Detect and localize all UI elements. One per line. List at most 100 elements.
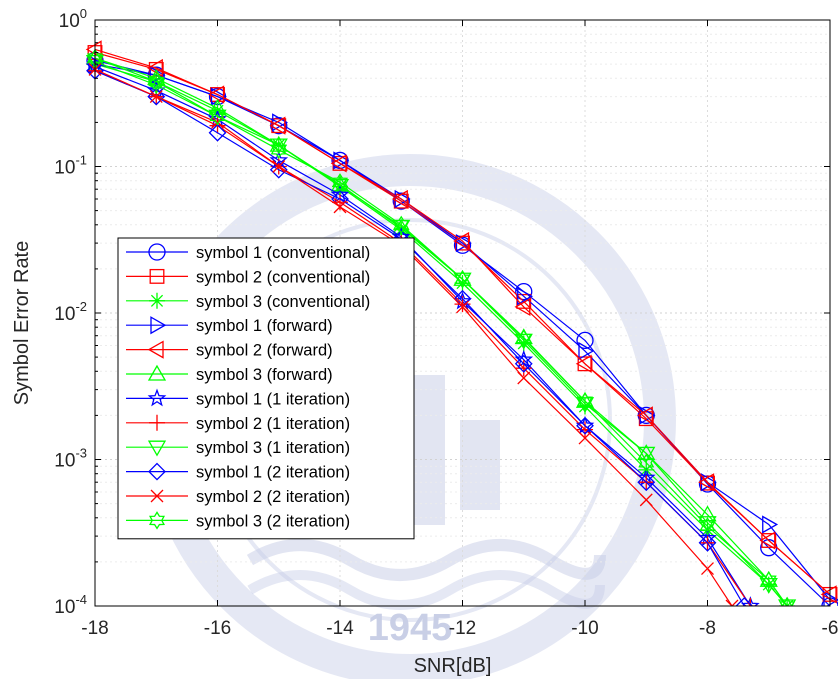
data-point: [636, 406, 653, 425]
y-tick-label: 10-4: [54, 592, 87, 618]
data-point: [210, 87, 227, 106]
data-point: [209, 107, 226, 126]
data-point: [725, 599, 739, 606]
data-point: [515, 329, 532, 348]
x-tick-label: -8: [699, 618, 716, 639]
legend-item: symbol 1 (2 iteration): [126, 462, 350, 482]
data-point: [576, 331, 594, 350]
legend-marker: [148, 243, 166, 261]
data-point: [698, 516, 717, 533]
data-point: [762, 515, 779, 534]
data-point: [779, 596, 796, 606]
seal-pillar-right: [460, 420, 500, 510]
legend-item: symbol 3 (1 iteration): [126, 439, 350, 457]
y-tick-label: 10-3: [54, 446, 87, 472]
data-point: [332, 173, 348, 192]
y-tick-label: 10-2: [54, 299, 87, 325]
data-point: [514, 333, 533, 350]
data-point: [759, 531, 776, 550]
axes: -18 -16 -14 -12 -10 -8 -6 100 10-1 10-2 10-3 10-4 SN…: [11, 6, 838, 677]
series-line: [94, 57, 788, 606]
legend-marker: [149, 511, 165, 530]
x-tick-label: -6: [822, 618, 838, 639]
data-point: [85, 40, 102, 59]
data-point: [577, 391, 593, 411]
data-point: [269, 160, 288, 179]
data-point: [638, 453, 655, 472]
legend-marker: [147, 364, 167, 381]
data-point: [515, 282, 533, 301]
data-point: [578, 431, 592, 445]
data-point: [517, 371, 531, 385]
data-point: [272, 160, 286, 173]
x-tick-label: -18: [81, 618, 108, 639]
legend-label: symbol 1 (1 iteration): [196, 390, 350, 408]
data-point: [698, 473, 715, 492]
data-point: [453, 272, 472, 289]
series-line: [94, 70, 745, 606]
legend-label: symbol 2 (1 iteration): [196, 415, 350, 433]
data-point: [823, 590, 838, 606]
data-point: [575, 354, 592, 373]
data-point: [637, 446, 656, 463]
data-point: [333, 200, 347, 214]
data-point: [701, 562, 714, 576]
data-point: [577, 398, 593, 415]
x-tick-label: -16: [204, 618, 231, 639]
x-tick-label: -12: [449, 618, 476, 639]
data-point: [742, 598, 759, 606]
legend-item: symbol 2 (forward): [126, 340, 333, 360]
data-point: [454, 275, 471, 292]
data-point: [208, 98, 227, 115]
data-point: [394, 189, 411, 209]
legend-marker: [147, 340, 164, 359]
data-point: [637, 473, 656, 492]
data-point: [698, 505, 717, 522]
data-point: [514, 354, 533, 373]
legend-label: symbol 1 (conventional): [196, 244, 370, 262]
legend-item: symbol 2 (conventional): [126, 268, 370, 286]
legend-item: symbol 3 (2 iteration): [126, 511, 350, 530]
legend-label: symbol 1 (2 iteration): [196, 464, 350, 482]
data-point: [393, 215, 410, 235]
data-point: [270, 140, 287, 160]
data-point: [741, 596, 760, 606]
data-point: [820, 585, 837, 604]
legend-label: symbol 2 (forward): [196, 342, 333, 360]
data-point: [576, 416, 594, 435]
data-point: [453, 236, 472, 254]
data-point: [208, 123, 227, 142]
x-axis-label: SNR[dB]: [414, 655, 492, 677]
seal-wave: [246, 539, 606, 581]
legend-label: symbol 2 (conventional): [196, 268, 370, 286]
legend-label: symbol 3 (conventional): [196, 293, 370, 311]
data-point: [454, 270, 471, 289]
data-point: [639, 493, 653, 507]
legend-label: symbol 2 (2 iteration): [196, 488, 350, 506]
series-12: [87, 48, 796, 606]
data-point: [516, 293, 532, 309]
seal-year: 1945: [368, 607, 453, 649]
series-line: [94, 48, 831, 595]
legend-item: symbol 1 (forward): [126, 316, 333, 335]
data-point: [699, 517, 716, 536]
data-point: [330, 154, 347, 173]
data-point: [637, 444, 656, 461]
data-point: [392, 219, 411, 236]
data-point: [453, 269, 472, 286]
legend-label: symbol 3 (1 iteration): [196, 439, 350, 457]
data-point: [456, 300, 469, 314]
legend-marker: [150, 489, 164, 503]
data-point: [778, 599, 797, 606]
legend-item: symbol 1 (1 iteration): [126, 388, 350, 408]
seal-wave-2: [247, 570, 605, 610]
y-axis-label: Symbol Error Rate: [11, 241, 33, 406]
data-point: [453, 231, 470, 251]
data-point: [577, 421, 593, 438]
legend: symbol 1 (conventional) symbol 2 (convent…: [117, 237, 415, 540]
data-point: [149, 90, 163, 104]
data-point: [698, 533, 717, 552]
data-point: [515, 360, 532, 377]
legend-item: symbol 2 (1 iteration): [126, 415, 350, 433]
